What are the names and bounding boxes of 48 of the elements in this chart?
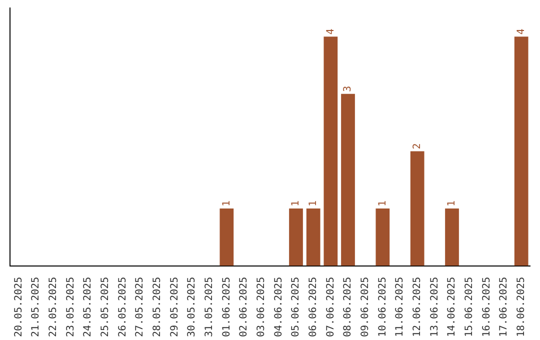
bar (220, 208, 234, 266)
bar (376, 208, 390, 266)
x-tick-label: 02.06.2025 (238, 276, 250, 338)
x-tick-label: 25.05.2025 (100, 276, 111, 338)
x-tick-label: 07.06.2025 (325, 276, 336, 338)
x-tick-label: 09.06.2025 (360, 276, 371, 338)
data-label: 3 (342, 86, 354, 92)
x-tick-label: 30.05.2025 (186, 276, 198, 338)
data-label: 1 (290, 200, 302, 207)
x-tick-label: 12.06.2025 (412, 276, 423, 338)
x-tick-label: 24.05.2025 (82, 276, 94, 338)
x-tick-label: 29.05.2025 (169, 276, 180, 338)
x-tick-label: 20.05.2025 (13, 276, 24, 338)
x-tick-label: 03.06.2025 (256, 276, 267, 338)
x-tick-label: 01.06.2025 (221, 276, 232, 338)
data-label: 1 (308, 200, 319, 207)
x-tick-label: 14.06.2025 (446, 276, 458, 338)
x-tick-label: 21.05.2025 (30, 276, 42, 338)
bar (324, 36, 338, 266)
x-tick-label: 10.06.2025 (377, 276, 388, 338)
bar (341, 94, 355, 266)
bar (514, 36, 528, 266)
data-label: 2 (412, 143, 423, 150)
bar (306, 208, 320, 266)
x-tick-label: 06.06.2025 (308, 276, 319, 338)
x-tick-label: 28.05.2025 (152, 276, 163, 338)
data-label: 4 (516, 28, 527, 35)
x-tick-label: 04.06.2025 (273, 276, 284, 338)
x-tick-label: 15.06.2025 (464, 276, 475, 338)
x-tick-label: 08.06.2025 (342, 276, 354, 338)
x-tick-label: 31.05.2025 (204, 276, 215, 338)
x-tick-label: 05.06.2025 (290, 276, 302, 338)
x-tick-label: 26.05.2025 (117, 276, 128, 338)
data-label: 1 (446, 200, 458, 207)
bar (410, 151, 424, 266)
x-tick-label: 22.05.2025 (48, 276, 59, 338)
x-tick-label: 16.06.2025 (481, 276, 492, 338)
data-label: 1 (377, 200, 388, 207)
bar (445, 208, 459, 266)
x-tick-label: 18.06.2025 (516, 276, 527, 338)
x-tick-label: 17.06.2025 (498, 276, 510, 338)
x-tick-label: 13.06.2025 (429, 276, 440, 338)
bar (289, 208, 303, 266)
data-label: 1 (221, 200, 232, 207)
x-tick-label: 11.06.2025 (394, 276, 406, 338)
x-tick-label: 27.05.2025 (134, 276, 146, 338)
x-tick-label: 23.05.2025 (65, 276, 76, 338)
data-label: 4 (325, 28, 336, 35)
